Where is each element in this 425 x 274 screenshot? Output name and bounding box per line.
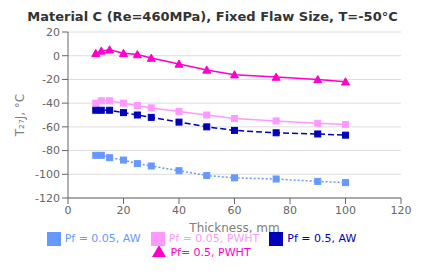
svg-text:0: 0	[53, 50, 60, 63]
svg-text:-80: -80	[42, 144, 60, 157]
html-text:Material C (Re=460MPa), Fixed: Material C (Re=460MPa), Fixed Flaw Size,…	[27, 9, 398, 24]
svg-text:Thickness, mm: Thickness, mm	[188, 221, 279, 235]
html-text:Pf = 0.5, AW: Pf = 0.5, AW	[287, 232, 357, 245]
svg-text:100: 100	[335, 204, 356, 217]
svg-text:120: 120	[391, 204, 412, 217]
svg-text:-20: -20	[42, 73, 60, 86]
svg-text:80: 80	[283, 204, 297, 217]
svg-text:-100: -100	[35, 168, 60, 181]
svg-text:40: 40	[172, 204, 186, 217]
html-text:Pf= 0.5, PWHT: Pf= 0.5, PWHT	[170, 246, 251, 259]
svg-text:0: 0	[65, 204, 72, 217]
svg-text:-120: -120	[35, 192, 60, 205]
html-text:Pf = 0.05, AW: Pf = 0.05, AW	[64, 232, 141, 245]
svg-text:-40: -40	[42, 97, 60, 110]
svg-text:T₂₇J, °C: T₂₇J, °C	[13, 94, 27, 138]
svg-text:20: 20	[46, 26, 60, 39]
svg-text:60: 60	[228, 204, 242, 217]
svg-text:-60: -60	[42, 121, 60, 134]
html-text:Pf = 0.05, PWHT: Pf = 0.05, PWHT	[168, 232, 260, 245]
svg-text:20: 20	[117, 204, 131, 217]
